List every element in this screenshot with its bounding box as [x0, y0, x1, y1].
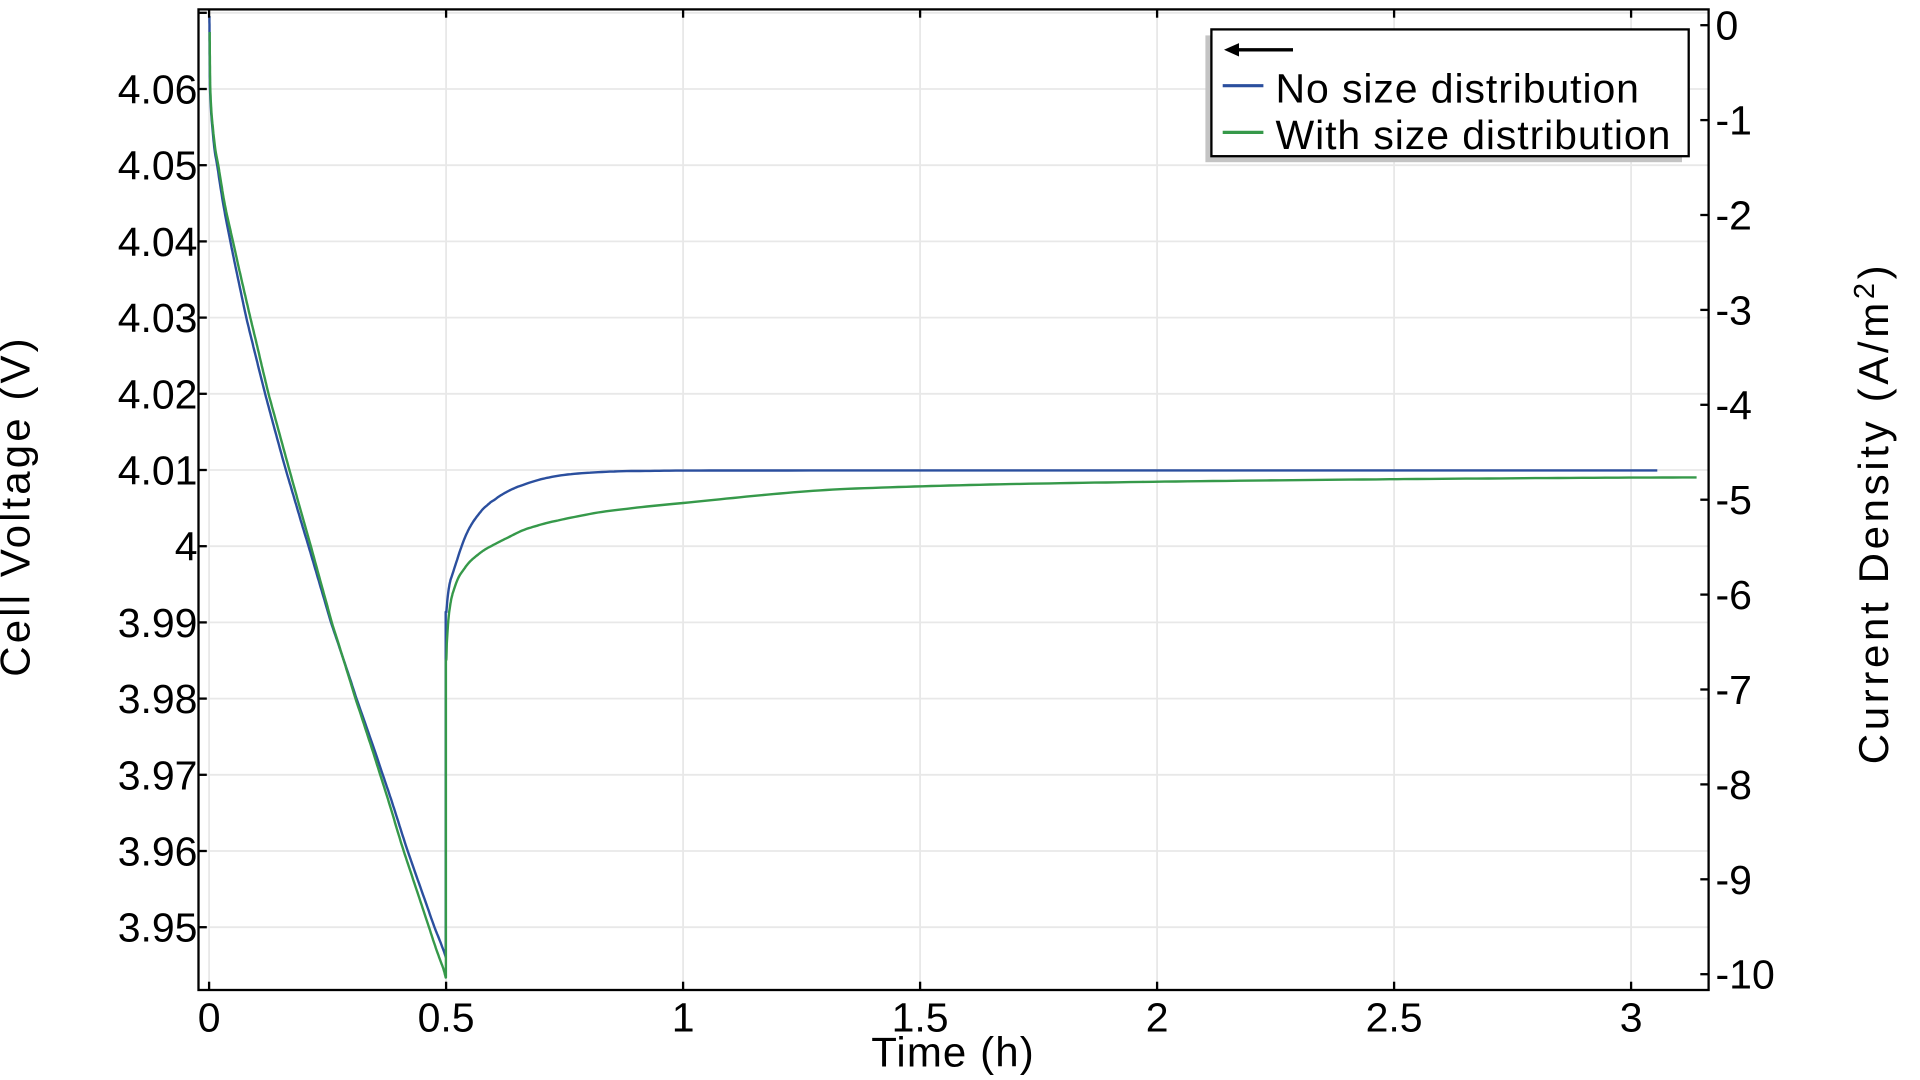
svg-text:-3: -3: [1716, 287, 1752, 333]
svg-text:4.02: 4.02: [118, 371, 198, 417]
svg-text:-8: -8: [1716, 762, 1752, 808]
svg-text:4.01: 4.01: [118, 448, 198, 494]
svg-text:3.98: 3.98: [118, 676, 198, 722]
svg-text:-2: -2: [1716, 193, 1752, 239]
svg-text:2: 2: [1146, 995, 1169, 1041]
svg-text:3: 3: [1620, 995, 1643, 1041]
svg-text:-6: -6: [1716, 572, 1752, 618]
svg-text:3.99: 3.99: [118, 600, 198, 646]
svg-text:-4: -4: [1716, 382, 1752, 428]
svg-text:4.05: 4.05: [118, 143, 198, 189]
svg-text:1: 1: [672, 995, 695, 1041]
svg-text:-7: -7: [1716, 667, 1752, 713]
svg-text:1.5: 1.5: [892, 995, 949, 1041]
svg-text:-1: -1: [1716, 98, 1752, 144]
svg-text:4.03: 4.03: [118, 295, 198, 341]
svg-text:No size distribution: No size distribution: [1276, 66, 1640, 112]
svg-text:3.96: 3.96: [118, 829, 198, 875]
svg-text:Cell Voltage (V): Cell Voltage (V): [0, 335, 39, 676]
svg-text:3.97: 3.97: [118, 752, 198, 798]
svg-text:-9: -9: [1716, 857, 1752, 903]
svg-text:2.5: 2.5: [1366, 995, 1423, 1041]
svg-text:0: 0: [1716, 3, 1739, 49]
svg-text:4.04: 4.04: [118, 219, 198, 265]
svg-text:0.5: 0.5: [418, 995, 475, 1041]
svg-text:3.95: 3.95: [118, 905, 198, 951]
svg-text:Current Density (A/m2): Current Density (A/m2): [1849, 262, 1897, 765]
svg-text:With size distribution: With size distribution: [1276, 112, 1672, 158]
svg-text:Time (h): Time (h): [871, 1029, 1035, 1076]
svg-text:4: 4: [175, 524, 198, 570]
svg-text:-5: -5: [1716, 477, 1752, 523]
svg-text:4.06: 4.06: [118, 67, 198, 113]
svg-text:-10: -10: [1716, 952, 1775, 998]
svg-text:0: 0: [198, 995, 221, 1041]
